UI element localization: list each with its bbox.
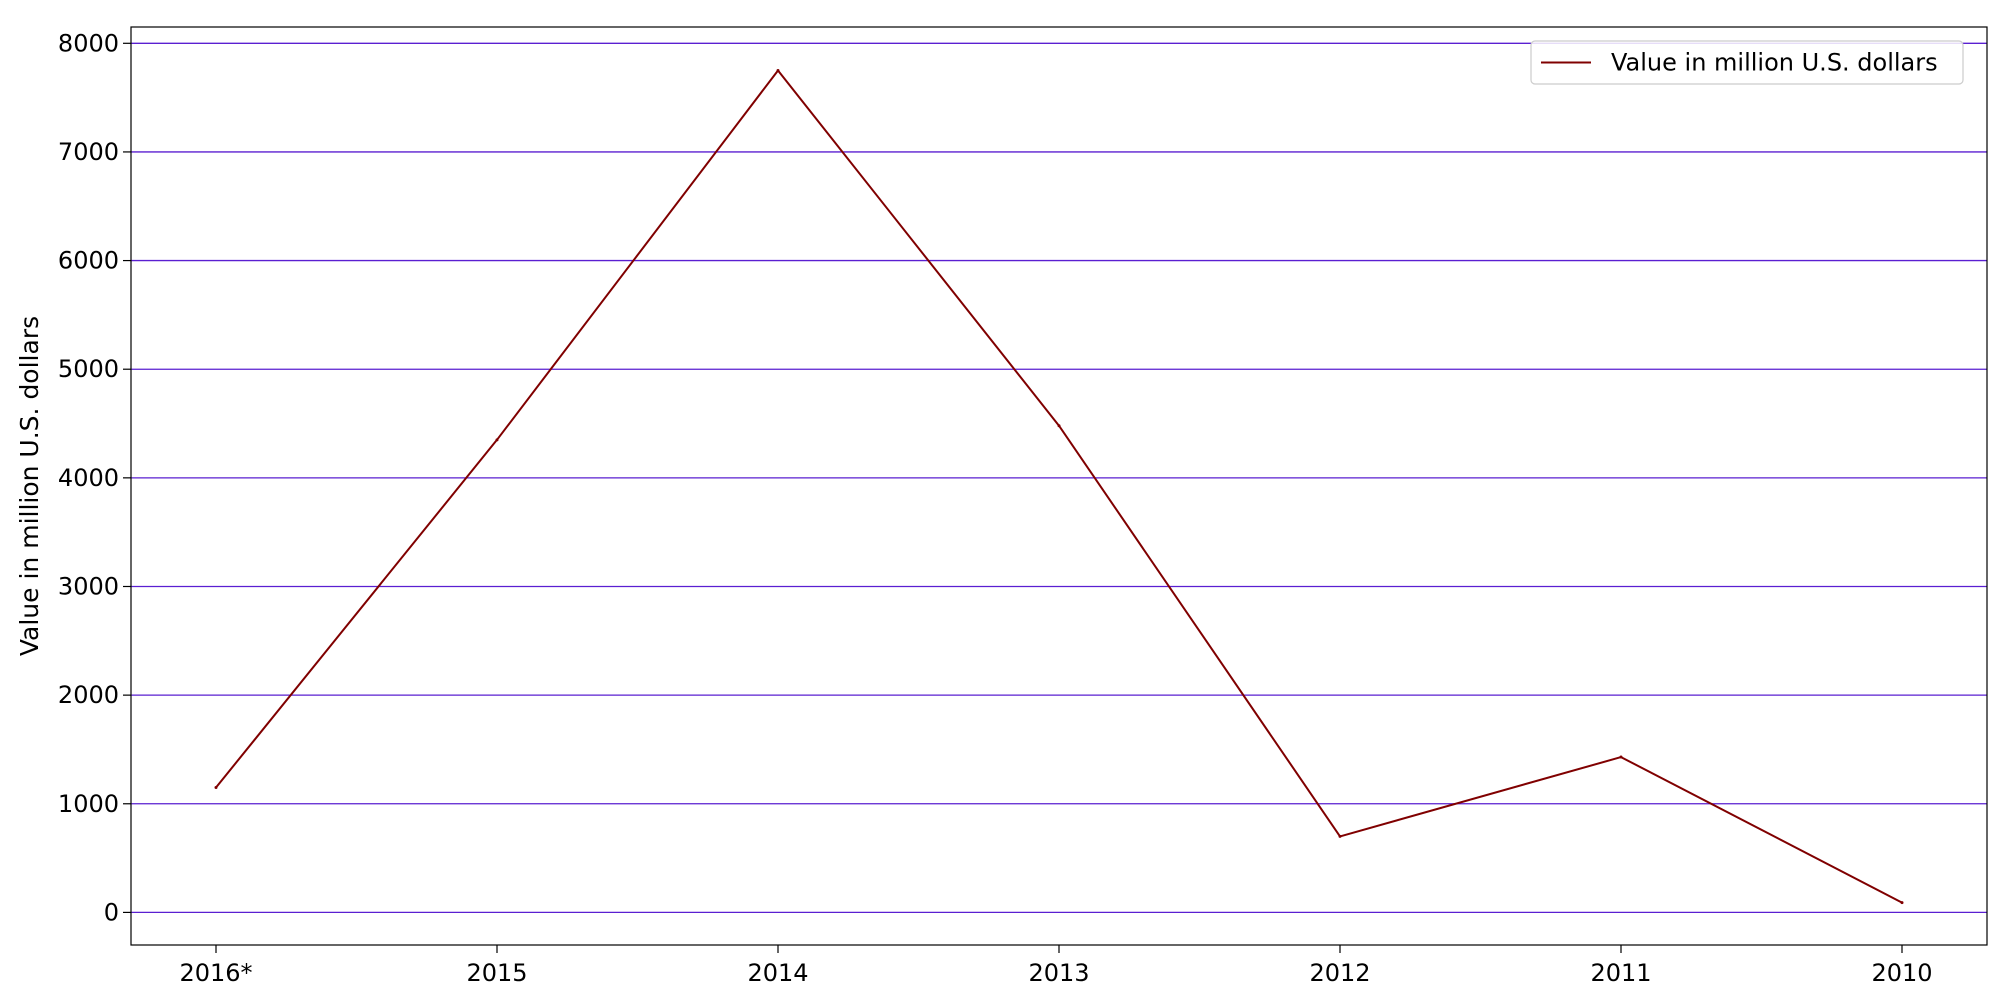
y-tick-label-7000: 7000 <box>58 138 119 166</box>
x-axis-ticks: 2016* 2015 2014 2013 2012 2011 2010 <box>179 945 1933 987</box>
data-point-2010 <box>1900 901 1904 905</box>
x-tick-label-2010: 2010 <box>1871 959 1932 987</box>
x-tick-label-2011: 2011 <box>1590 959 1651 987</box>
y-axis-ticks: 0 1000 2000 3000 4000 5000 6000 7000 8000 <box>58 29 131 926</box>
y-tick-label-2000: 2000 <box>58 681 119 709</box>
y-tick-label-4000: 4000 <box>58 464 119 492</box>
x-tick-label-2016*: 2016* <box>179 959 252 987</box>
data-point-2016* <box>214 785 218 789</box>
y-tick-label-1000: 1000 <box>58 790 119 818</box>
x-tick-label-2013: 2013 <box>1028 959 1089 987</box>
legend-entry-label: Value in million U.S. dollars <box>1611 49 1938 77</box>
y-tick-label-5000: 5000 <box>58 355 119 383</box>
gridlines <box>131 42 1987 914</box>
data-point-2014 <box>776 68 780 72</box>
data-point-2012 <box>1338 834 1342 838</box>
series-layer <box>214 68 1904 905</box>
data-point-2011 <box>1619 755 1623 759</box>
x-tick-label-2015: 2015 <box>466 959 527 987</box>
plot-frame <box>130 26 1988 946</box>
legend-box <box>1530 40 1964 85</box>
x-tick-label-2014: 2014 <box>747 959 808 987</box>
y-axis-label: Value in million U.S. dollars <box>15 316 44 656</box>
y-tick-label-3000: 3000 <box>58 572 119 600</box>
series-line-0 <box>215 69 1903 904</box>
data-point-2015 <box>495 438 499 442</box>
data-point-2013 <box>1057 424 1061 428</box>
y-tick-label-6000: 6000 <box>58 247 119 275</box>
x-tick-label-2012: 2012 <box>1309 959 1370 987</box>
legend: Value in million U.S. dollars <box>1530 40 1964 85</box>
y-tick-label-8000: 8000 <box>58 29 119 57</box>
y-tick-label-0: 0 <box>104 898 119 926</box>
